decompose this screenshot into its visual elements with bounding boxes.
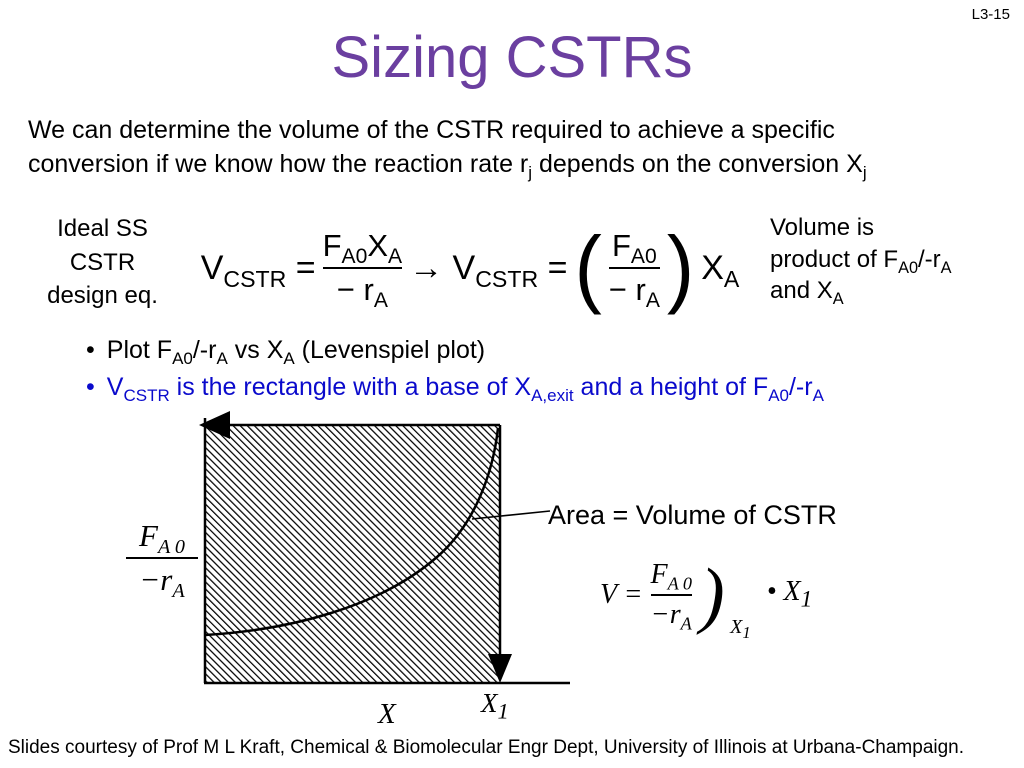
cstr-design-equation: VCSTR = FA0XA − rA → VCSTR = ( FA0 − rA … [165,212,775,324]
equation-arrow: → VCSTR = [409,248,568,292]
equation-rhs: XA [701,248,740,292]
inset-eq-denominator: −rA [650,599,692,634]
fraction-bar [650,594,693,596]
cstr-volume-equation: V = FA 0 −rA ) X1 • X1 [600,545,812,645]
area-pointer-line [471,510,551,520]
area-annotation: Area = Volume of CSTR [548,500,837,530]
bullet-text: Plot FA0/-rA vs XA (Levenspiel plot) [106,336,486,368]
y-label-denominator: −rA [139,562,185,603]
inset-eq-numerator: FA 0 [650,559,693,594]
bullet-vcstr-rectangle: • VCSTR is the rectangle with a base of X… [86,371,824,405]
slide-title: Sizing CSTRs [331,25,693,90]
bullet-text: VCSTR is the rectangle with a base of XA… [106,372,824,405]
evaluated-at-group: ) X1 [700,553,751,642]
left-arrowhead-icon [199,411,230,439]
fraction-bar [126,557,198,559]
x-axis-label: X [378,698,396,730]
fraction-1-denominator: − rA [336,272,388,313]
volume-note: Volume is product of FA0/-rA and XA [770,214,952,309]
y-axis-label: FA 0 −rA [126,518,198,603]
fraction-1: FA0XA − rA [322,228,403,313]
page-number: L3-15 [971,6,1010,23]
fraction-bar [322,267,403,269]
y-label-numerator: FA 0 [139,518,185,559]
cstr-volume-area [205,425,500,683]
footer-credit: Slides courtesy of Prof M L Kraft, Chemi… [8,737,965,758]
evaluated-at-x1: X1 [730,615,751,642]
fraction-2: FA0 − rA [608,228,660,313]
close-paren: ) [666,219,695,316]
inset-eq-times-x1: • X1 [766,576,813,613]
down-arrowhead-icon [488,654,512,683]
fraction-bar [608,267,660,269]
equation-lhs: VCSTR = [200,248,316,292]
bullet-list: • Plot FA0/-rA vs XA (Levenspiel plot) • V… [86,334,824,408]
rate-curve [204,427,500,637]
close-paren: ) [700,553,725,636]
bullet-levenspiel-plot: • Plot FA0/-rA vs XA (Levenspiel plot) [86,334,824,368]
design-eq-label: Ideal SS CSTR design eq. [47,215,158,310]
bullet-marker: • [86,336,95,364]
levenspiel-plot [199,411,570,685]
x1-tick-label: X1 [481,688,509,724]
bullet-marker: • [86,372,95,401]
fraction-1-numerator: FA0XA [322,228,403,269]
open-paren: ( [574,219,602,316]
intro-text: We can determine the volume of the CSTR … [28,116,867,182]
inset-eq-lhs: V = [600,579,643,610]
fraction-2-denominator: − rA [608,272,660,313]
fraction-2-numerator: FA0 [611,228,657,269]
inset-eq-fraction: FA 0 −rA [650,559,693,634]
